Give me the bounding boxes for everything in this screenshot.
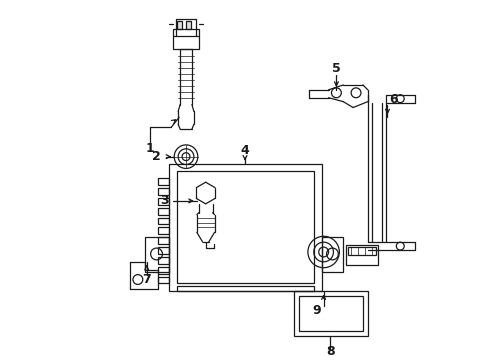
Bar	[177, 171, 313, 283]
Text: 8: 8	[325, 345, 334, 358]
Text: 6: 6	[388, 93, 397, 106]
Text: 5: 5	[331, 62, 340, 75]
Bar	[177, 287, 313, 291]
Bar	[157, 276, 169, 283]
Bar	[157, 217, 169, 225]
Bar	[169, 163, 321, 291]
Text: 3: 3	[160, 194, 168, 207]
Bar	[144, 237, 169, 272]
Bar	[293, 291, 367, 336]
Bar	[157, 198, 169, 205]
Bar	[157, 178, 169, 185]
Text: 7: 7	[142, 273, 151, 286]
Bar	[157, 257, 169, 264]
Bar	[347, 247, 375, 255]
Text: 4: 4	[240, 144, 249, 157]
Bar	[177, 21, 182, 29]
Text: 1: 1	[145, 142, 154, 155]
Bar	[299, 296, 362, 330]
Bar	[173, 29, 199, 49]
Bar	[321, 237, 343, 272]
Bar	[346, 245, 377, 265]
Bar	[157, 267, 169, 274]
Bar	[157, 237, 169, 244]
Bar	[157, 228, 169, 234]
Bar	[157, 247, 169, 254]
Bar	[157, 188, 169, 195]
Bar	[157, 208, 169, 215]
Bar	[185, 21, 190, 29]
Text: 9: 9	[312, 305, 321, 318]
Text: 2: 2	[152, 150, 161, 163]
